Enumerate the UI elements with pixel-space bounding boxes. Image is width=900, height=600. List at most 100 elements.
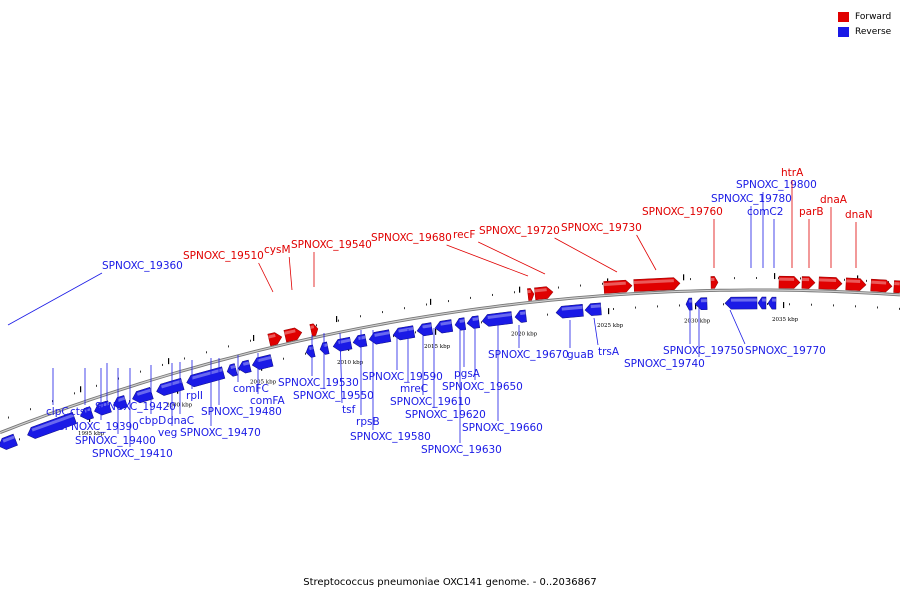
gene-highlight — [422, 324, 432, 329]
minor-tick-bottom — [635, 306, 636, 309]
gene-label: SPNOXC_19360 — [102, 260, 183, 272]
gene-label: SPNOXC_19760 — [642, 206, 723, 218]
gene-highlight — [358, 335, 366, 340]
forward-gene-arrow — [534, 286, 554, 301]
minor-tick-top — [206, 351, 207, 354]
kbp-tick-label: 2035 kbp — [772, 317, 799, 323]
gene-label: rpsB — [356, 416, 380, 428]
reverse-gene-arrow — [416, 322, 434, 337]
kbp-tick-label: 2010 kbp — [337, 360, 364, 366]
gene-label: dnaC — [167, 415, 194, 427]
gene-highlight — [242, 361, 250, 366]
minor-tick-bottom — [305, 352, 306, 355]
gene-label: cysM — [264, 244, 291, 256]
reverse-gene-arrow — [757, 296, 767, 310]
major-tick-bottom — [435, 328, 437, 335]
forward-gene-arrow — [267, 332, 283, 347]
gene-highlight — [710, 277, 715, 282]
minor-tick-bottom — [415, 331, 416, 334]
gene-label: SPNOXC_19680 — [371, 232, 452, 244]
reverse-gene-arrow — [368, 329, 392, 345]
minor-tick-bottom — [547, 313, 548, 316]
gene-highlight — [730, 298, 757, 302]
major-tick-top — [519, 286, 521, 293]
gene-highlight — [31, 413, 75, 432]
gene-label: SPNOXC_19660 — [462, 422, 543, 434]
minor-tick-bottom — [679, 304, 680, 307]
gene-label: SPNOXC_19540 — [291, 239, 372, 251]
gene-highlight — [846, 279, 861, 284]
gene-label: SPNOXC_19670 — [488, 349, 569, 361]
gene-label: veg — [158, 427, 177, 439]
forward-gene-arrow — [309, 323, 319, 337]
gene-label: SPNOXC_19780 — [711, 193, 792, 205]
gene-highlight — [398, 327, 414, 333]
reverse-gene-arrow — [332, 336, 353, 352]
major-tick-bottom — [783, 302, 785, 309]
gene-label: SPNOXC_19420 — [95, 401, 176, 413]
gene-label: parB — [799, 206, 824, 218]
reverse-gene-arrow — [584, 302, 602, 316]
kbp-tick-label: 2005 kbp — [250, 380, 277, 386]
gene-label: rplI — [186, 390, 203, 402]
gene-label-leader — [288, 256, 293, 291]
major-tick-top — [774, 273, 776, 280]
gene-highlight — [459, 319, 465, 323]
gene-label-leader — [339, 332, 343, 404]
gene-label: SPNOXC_19750 — [663, 345, 744, 357]
gene-label: SPNOXC_19590 — [362, 371, 443, 383]
reverse-gene-arrow — [685, 297, 693, 311]
minor-tick-top — [8, 416, 9, 419]
minor-tick-bottom — [657, 305, 658, 308]
forward-gene-arrow — [818, 276, 843, 290]
gene-highlight — [819, 278, 837, 282]
minor-tick-top — [492, 293, 493, 296]
gene-highlight — [191, 368, 223, 380]
minor-tick-top — [96, 384, 97, 387]
gene-highlight — [2, 435, 15, 443]
gene-label: SPNOXC_19650 — [442, 381, 523, 393]
minor-tick-top — [866, 279, 867, 282]
gene-label: SPNOXC_19770 — [745, 345, 826, 357]
gene-label-leader — [593, 317, 599, 346]
gene-label: mreC — [400, 383, 428, 395]
gene-label: ctsR — [70, 406, 93, 418]
forward-gene-arrow — [778, 275, 801, 289]
major-tick-top — [168, 358, 170, 365]
minor-tick-bottom — [19, 438, 20, 441]
minor-tick-top — [734, 277, 735, 280]
gene-label: cbpD — [139, 415, 166, 427]
gene-label: comFA — [250, 395, 286, 407]
major-tick-top — [683, 274, 685, 281]
legend: Forward Reverse — [838, 9, 891, 39]
minor-tick-bottom — [481, 321, 482, 324]
minor-tick-top — [140, 370, 141, 373]
major-tick-top — [80, 386, 82, 393]
gene-label: pgsA — [454, 368, 481, 380]
forward-gene-arrow — [870, 278, 893, 293]
reverse-gene-arrow — [466, 315, 481, 329]
reverse-gene-arrow — [352, 333, 368, 348]
major-tick-top — [430, 298, 432, 305]
gene-highlight — [117, 396, 126, 402]
kbp-tick-label: 2025 kbp — [597, 323, 624, 329]
legend-reverse: Reverse — [838, 24, 891, 39]
backbone-line — [0, 289, 900, 434]
forward-gene-arrow — [710, 276, 719, 289]
kbp-tick-label: 2020 kbp — [511, 332, 538, 338]
gene-label: dnaN — [845, 209, 873, 221]
kbp-tick-label: 2000 kbp — [166, 403, 193, 409]
gene-highlight — [519, 311, 526, 315]
gene-label: SPNOXC_19480 — [201, 406, 282, 418]
minor-tick-bottom — [855, 305, 856, 308]
gene-label: SPNOXC_19530 — [278, 377, 359, 389]
minor-tick-top — [690, 278, 691, 281]
gene-label-leader — [636, 234, 657, 271]
reverse-gene-arrow — [434, 319, 454, 334]
gene-highlight — [527, 289, 531, 294]
reverse-gene-arrow — [555, 304, 584, 319]
minor-tick-top — [514, 291, 515, 294]
minor-tick-top — [558, 286, 559, 289]
reverse-gene-arrow — [767, 296, 777, 310]
kbp-tick-label: 1995 kbp — [78, 431, 105, 437]
